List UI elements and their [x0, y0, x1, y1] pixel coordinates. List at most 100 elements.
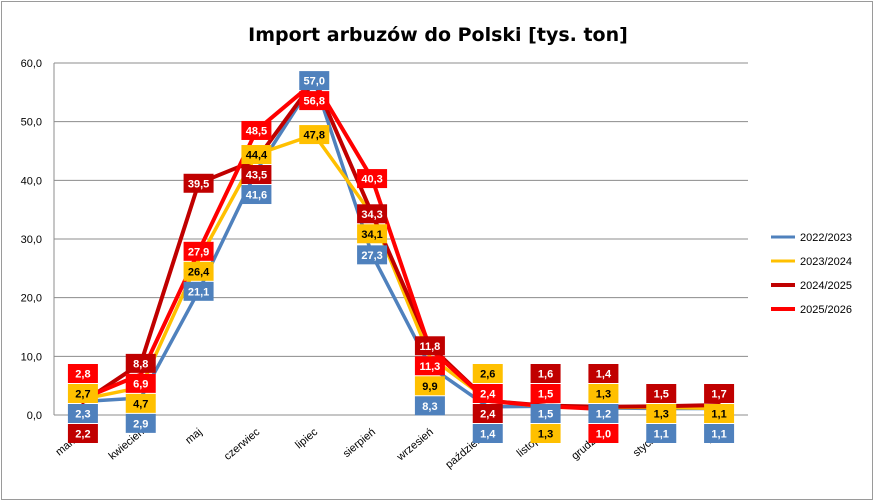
data-label-box	[588, 404, 619, 423]
y-tick-label: 60,0	[21, 58, 42, 70]
legend-label: 2025/2026	[800, 304, 852, 316]
data-label: 4,7	[133, 398, 148, 410]
data-label: 1,4	[480, 429, 496, 441]
series-line-2024-2025	[80, 78, 722, 409]
data-label: 48,5	[246, 125, 267, 137]
data-label-box	[704, 404, 735, 423]
data-label-box	[530, 364, 561, 383]
data-label-box	[414, 336, 445, 356]
data-label-box	[67, 404, 98, 423]
data-label-box	[472, 404, 503, 423]
data-label: 44,4	[246, 150, 268, 162]
data-label: 2,8	[75, 369, 90, 381]
data-label: 41,6	[246, 190, 267, 202]
legend: 2022/2023 2023/2024 2024/2025 2025/2026	[771, 232, 852, 316]
data-label-box	[646, 384, 677, 403]
data-label-box	[241, 145, 272, 165]
data-label: 11,3	[420, 361, 441, 373]
data-label: 1,3	[654, 409, 669, 421]
data-label: 47,8	[304, 130, 325, 142]
data-label: 1,1	[654, 429, 669, 441]
y-tick-label: 50,0	[21, 117, 42, 129]
data-label-box	[588, 364, 619, 383]
data-labels: 2,8 2,7 2,3 2,2 8,8 6,9 4,7 2,9 39,5 27,9 26,4 21,1…	[67, 71, 735, 443]
series-line-2025-2026	[80, 79, 606, 412]
data-label: 57,0	[304, 76, 325, 88]
data-label-box	[183, 173, 214, 193]
data-label: 1,7	[711, 389, 726, 401]
data-label: 2,4	[480, 389, 496, 401]
data-label-box	[357, 245, 388, 265]
data-label-box	[67, 424, 98, 443]
data-label: 1,1	[711, 429, 726, 441]
data-label: 56,8	[304, 96, 325, 108]
data-label-box	[530, 384, 561, 403]
data-label: 8,3	[422, 401, 437, 413]
data-label-box	[472, 424, 503, 443]
data-label-box	[414, 396, 445, 416]
data-label-box	[646, 404, 677, 423]
data-label: 2,3	[75, 409, 90, 421]
gridlines	[53, 62, 748, 416]
data-label-box	[414, 376, 445, 396]
y-tick-label: 10,0	[21, 351, 42, 363]
data-label-box	[357, 224, 388, 244]
data-label-box	[472, 364, 503, 383]
data-label: 11,8	[420, 341, 441, 353]
y-tick-label: 20,0	[21, 293, 42, 305]
data-label-box	[588, 424, 619, 443]
data-label-box	[704, 424, 735, 443]
data-label: 1,3	[538, 429, 553, 441]
data-label: 27,9	[188, 246, 209, 258]
legend-label: 2022/2023	[800, 232, 852, 244]
x-tick-label: wrzesień	[394, 426, 436, 464]
data-label: 1,5	[538, 389, 553, 401]
data-label-box	[183, 241, 214, 261]
data-label: 1,1	[711, 409, 726, 421]
data-label-box	[183, 261, 214, 281]
data-label: 1,5	[538, 409, 553, 421]
data-label-box	[704, 384, 735, 403]
data-label: 34,3	[361, 209, 382, 221]
data-label-box	[588, 384, 619, 403]
data-label-box	[530, 404, 561, 423]
chart-title: Import arbuzów do Polski [tys. ton]	[248, 24, 628, 46]
data-label-box	[241, 185, 272, 205]
data-label-box	[183, 281, 214, 301]
data-label: 2,7	[75, 389, 90, 401]
data-label-box	[357, 204, 388, 224]
data-label: 26,4	[188, 266, 210, 278]
data-label: 2,4	[480, 409, 496, 421]
data-label-box	[472, 384, 503, 403]
legend-label: 2024/2025	[800, 280, 852, 292]
series-line-2023-2024	[81, 132, 721, 411]
x-tick-label: sierpień	[341, 426, 378, 460]
data-label: 43,5	[246, 170, 267, 182]
data-label-box	[125, 393, 156, 413]
data-label: 1,4	[596, 369, 612, 381]
data-label: 1,5	[654, 389, 669, 401]
data-label-box	[357, 169, 388, 189]
data-label-box	[67, 364, 98, 383]
y-tick-label: 30,0	[21, 234, 42, 246]
data-label: 2,6	[480, 369, 495, 381]
data-label: 2,9	[133, 418, 148, 430]
data-label: 9,9	[422, 381, 437, 393]
data-label-box	[299, 125, 330, 145]
x-tick-label: maj	[183, 426, 204, 447]
y-tick-label: 0,0	[27, 410, 42, 422]
data-label: 1,2	[596, 409, 611, 421]
data-label-box	[241, 120, 272, 140]
data-label-box	[646, 424, 677, 443]
data-label: 39,5	[188, 178, 209, 190]
data-label-box	[67, 384, 98, 403]
data-label: 2,2	[75, 429, 90, 441]
data-label: 1,0	[596, 429, 611, 441]
legend-label: 2023/2024	[800, 256, 852, 268]
data-label: 1,3	[596, 389, 611, 401]
data-label-box	[125, 373, 156, 393]
series-lines	[80, 78, 722, 412]
data-label: 40,3	[361, 174, 382, 186]
x-tick-label: czerwiec	[222, 426, 263, 463]
